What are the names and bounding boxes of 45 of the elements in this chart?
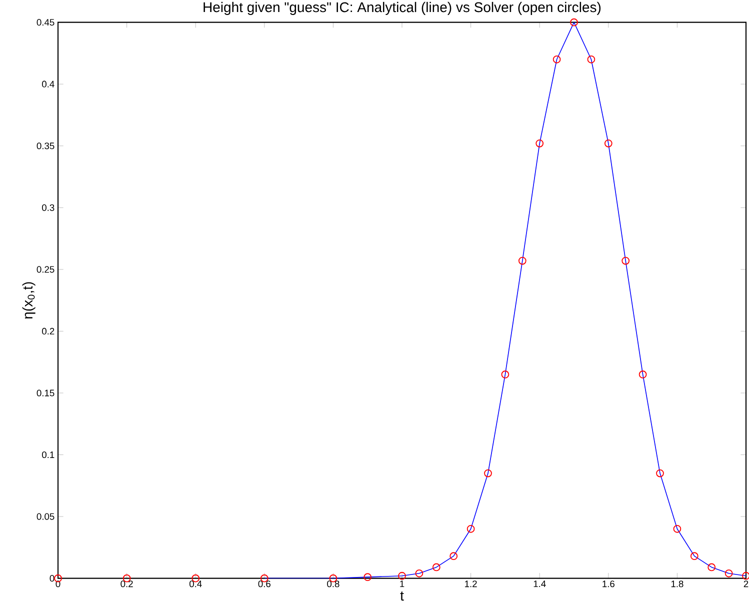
point	[673, 524, 682, 533]
point	[724, 569, 733, 578]
point	[587, 55, 596, 64]
x-tick-label: 1.2	[465, 580, 477, 588]
y-axis-title: η(x$_{0}$,t)	[22, 282, 36, 319]
point	[604, 139, 612, 148]
y-tick-label: 0.35	[36, 142, 54, 150]
point	[415, 569, 424, 578]
point	[536, 139, 544, 148]
y-tick-label: 0.1	[42, 451, 54, 458]
point	[622, 256, 630, 265]
x-tick-label: 0.2	[120, 580, 133, 588]
point	[552, 55, 561, 64]
chart-title: Height given "guess" IC: Analytical (line) vs Solver (open circles)	[204, 2, 601, 15]
x-tick-label: 0	[56, 580, 60, 588]
x-tick-label: 1.6	[602, 580, 614, 588]
point	[656, 469, 664, 478]
point	[398, 572, 406, 580]
point	[450, 552, 458, 560]
y-tick-label: 0.4	[42, 80, 54, 88]
point	[501, 370, 510, 378]
point	[432, 563, 440, 572]
y-tick-label: 0	[50, 575, 54, 582]
x-tick-label: 0.6	[258, 580, 270, 588]
x-tick-label: 1.8	[671, 580, 684, 588]
y-tick-label: 0.3	[42, 204, 54, 211]
point	[518, 256, 526, 265]
point	[638, 370, 647, 378]
x-tick-label: 2	[744, 580, 748, 588]
x-tick-label: 0.4	[189, 580, 202, 588]
point	[364, 573, 372, 582]
x-tick-label: 1.4	[534, 580, 546, 588]
y-tick-label: 0.15	[36, 390, 54, 396]
x-tick-label: 0.8	[327, 580, 340, 588]
x-tick-label: 1	[400, 580, 404, 588]
point	[466, 524, 475, 533]
y-tick-label: 0.45	[36, 19, 54, 26]
point	[484, 469, 492, 478]
point	[690, 552, 698, 560]
point	[570, 18, 578, 26]
y-tick-label: 0.25	[36, 266, 54, 273]
x-axis-title: t	[400, 591, 404, 601]
y-tick-label: 0.05	[36, 513, 54, 520]
y-tick-label: 0.2	[42, 328, 54, 335]
point	[708, 563, 716, 572]
